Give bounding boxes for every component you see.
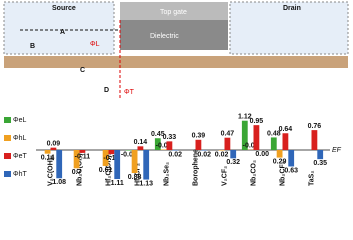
value-label: 0.14 [41, 155, 55, 162]
bar [317, 150, 324, 160]
bar [201, 150, 208, 151]
category-label: Nb₂CF₂ [279, 161, 286, 186]
value-label: 0.63 [284, 167, 298, 174]
category-label: Hf₂C(OH)₂ [105, 152, 112, 186]
bar [154, 138, 161, 150]
bar [270, 137, 277, 150]
phi-l-label: ΦL [90, 41, 100, 48]
value-label: 0.39 [192, 133, 206, 140]
category-label: Nb₂Se₂ [163, 162, 170, 186]
legend-swatch [4, 135, 11, 141]
bar [241, 120, 248, 150]
legend-label: ΦeT [13, 153, 27, 160]
category-label: Hf₂CF₂ [134, 163, 141, 186]
legend-swatch [4, 117, 11, 123]
figure: Source Drain Top gate Dielectric A B C D… [3, 1, 349, 187]
value-label: -0.02 [121, 151, 137, 158]
value-label: 1.13 [139, 180, 153, 187]
bar [166, 141, 173, 150]
value-label: -0.11 [75, 154, 91, 161]
legend-label: ΦhL [13, 135, 26, 142]
bar [253, 125, 260, 150]
bar [172, 150, 179, 151]
bar [79, 150, 86, 153]
category-label: Nb₂CO₂ [250, 160, 257, 186]
value-label: 0.29 [273, 158, 287, 165]
value-label: 0.09 [47, 140, 61, 147]
legend-label: ΦeL [13, 117, 26, 124]
category-label: Borophene [192, 149, 199, 186]
bar [230, 150, 237, 159]
value-label: 0.32 [226, 159, 240, 166]
legend-label: ΦhT [13, 171, 27, 178]
value-label: 0.33 [163, 134, 177, 141]
phi-t-label: ΦT [124, 89, 135, 96]
point-label: C [80, 67, 85, 74]
value-label: 0.61 [99, 167, 113, 174]
bar [131, 150, 138, 174]
drain-label: Drain [283, 5, 301, 12]
source-box [3, 1, 115, 55]
category-label: Nb₂C(OH)₂ [76, 150, 83, 186]
bar [108, 150, 115, 155]
value-label: -0.16 [103, 155, 119, 162]
value-label: 0.95 [250, 118, 264, 125]
legend-swatch [4, 153, 11, 159]
value-label: 0.35 [313, 160, 327, 167]
category-label: TaS₂ [308, 171, 315, 186]
bar [114, 150, 121, 180]
bar [137, 146, 144, 150]
top-gate-label: Top gate [160, 9, 187, 16]
value-label: 1.12 [238, 114, 252, 121]
bar [218, 150, 225, 151]
bar [73, 150, 80, 169]
value-label: 0.7 [72, 169, 82, 176]
category-label: V₂CF₂ [221, 166, 228, 186]
source-label: Source [52, 5, 76, 12]
point-label: A [60, 29, 65, 36]
drain-box [229, 1, 349, 55]
bar [44, 150, 51, 154]
value-label: 0.88 [128, 174, 142, 181]
channel-layer [4, 56, 348, 68]
value-label: 0.76 [308, 123, 322, 130]
legend-swatch [4, 171, 11, 177]
bar [288, 150, 295, 167]
point-label: B [30, 43, 35, 50]
schematic: Source Drain Top gate Dielectric A B C D… [3, 1, 349, 100]
value-label: 0.45 [151, 131, 165, 138]
value-label: 0.02 [215, 151, 229, 158]
bar [50, 147, 57, 150]
value-label: 0.48 [267, 130, 281, 137]
fermi-label: EF [332, 147, 342, 154]
bar [160, 149, 167, 150]
category-label: V₂C(OH)₂ [47, 155, 54, 186]
dielectric [120, 20, 228, 50]
top-gate [120, 2, 228, 20]
value-label: 0.14 [134, 139, 148, 146]
bar [143, 150, 150, 180]
value-label: 0.02 [168, 151, 182, 158]
value-label: -0.02 [156, 142, 172, 149]
value-label: 0.00 [255, 151, 269, 158]
bar [56, 150, 63, 179]
bar [282, 133, 289, 150]
bar [311, 130, 318, 150]
value-label: 0.47 [221, 131, 235, 138]
value-label: 1.08 [52, 179, 66, 186]
value-label: 0.64 [279, 126, 293, 133]
bar [102, 150, 109, 166]
value-label: -0.01 [243, 143, 259, 150]
bar [125, 150, 132, 151]
bar [195, 139, 202, 150]
point-label: D [104, 87, 109, 94]
value-label: 0.02 [197, 151, 211, 158]
bar [276, 150, 283, 158]
value-label: 1.11 [111, 180, 124, 187]
bar [224, 137, 231, 150]
dielectric-label: Dielectric [150, 33, 179, 40]
